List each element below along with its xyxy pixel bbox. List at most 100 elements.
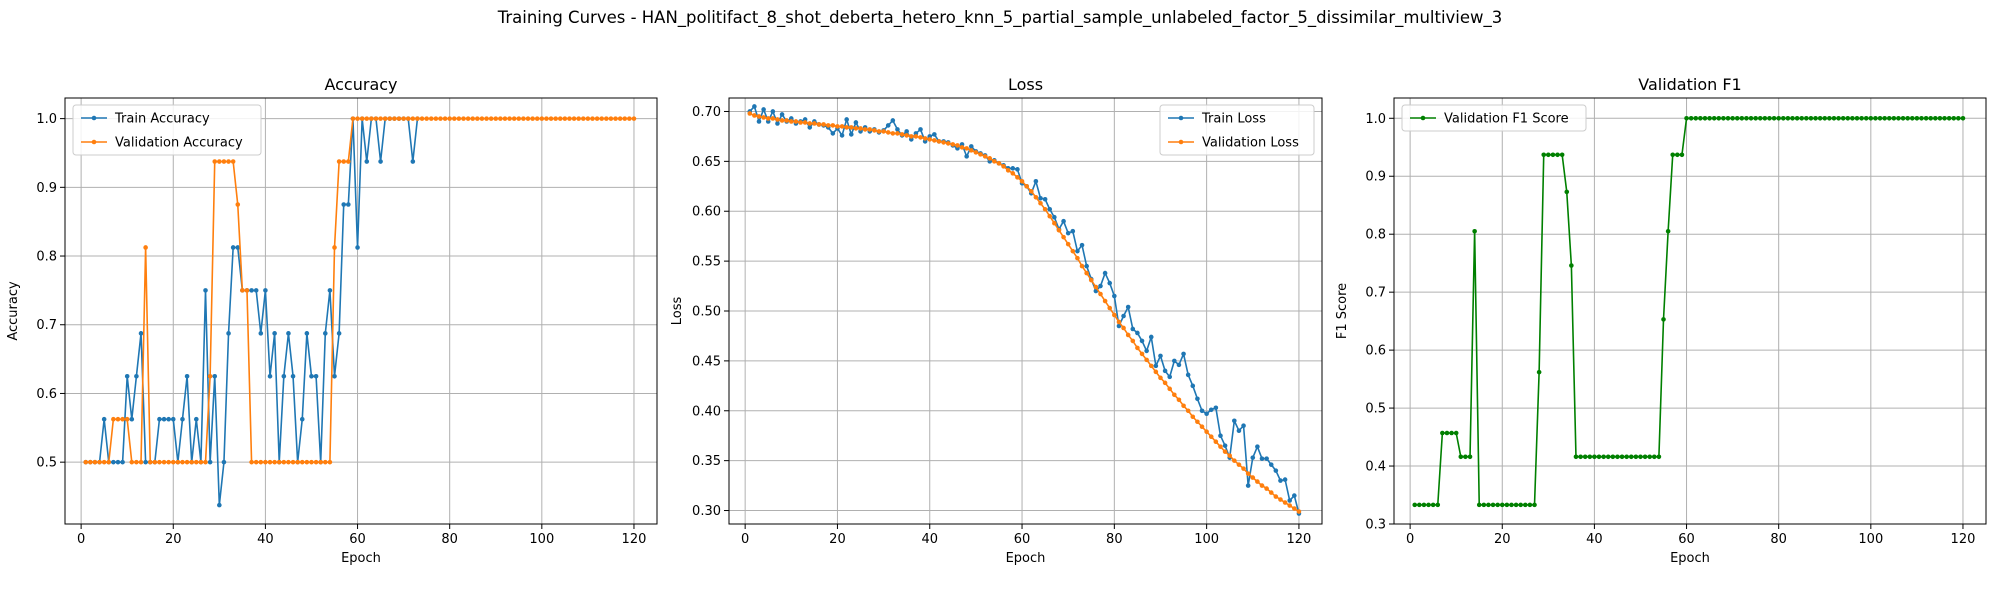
data-point (1679, 152, 1685, 158)
data-point (904, 129, 909, 134)
data-point (788, 119, 794, 124)
data-point (1204, 429, 1209, 435)
data-point (1167, 386, 1173, 392)
data-point (1840, 115, 1846, 121)
data-point (821, 122, 826, 127)
data-point (235, 245, 241, 250)
data-point (428, 116, 434, 121)
data-point (1481, 502, 1487, 508)
data-point (1144, 357, 1149, 363)
data-point (1573, 454, 1579, 460)
data-point (844, 117, 849, 122)
data-point (1541, 152, 1547, 158)
data-point (1287, 498, 1292, 503)
x-axis-label: Epoch (1006, 551, 1046, 566)
data-point (1010, 166, 1016, 171)
data-point (1038, 195, 1043, 201)
y-tick-label: 0.35 (692, 454, 721, 469)
x-tick-label: 60 (349, 532, 366, 547)
data-point (812, 121, 817, 126)
data-point (1213, 405, 1219, 411)
data-point (101, 416, 107, 422)
data-point (378, 159, 383, 164)
data-point (147, 459, 153, 465)
data-point (1863, 115, 1869, 121)
data-point (853, 120, 859, 125)
data-point (1504, 502, 1510, 508)
data-point (1605, 454, 1611, 460)
x-tick-label: 100 (529, 532, 554, 547)
data-point (1693, 115, 1699, 121)
data-point (1845, 115, 1851, 121)
data-point (1098, 283, 1103, 289)
data-point (253, 288, 259, 293)
data-point (392, 116, 397, 121)
y-tick-label: 0.55 (692, 255, 721, 270)
data-point (770, 116, 776, 121)
x-tick-label: 60 (1678, 532, 1695, 547)
data-point (1808, 115, 1814, 121)
data-point (1047, 213, 1053, 219)
data-point (1292, 506, 1297, 511)
data-point (138, 459, 144, 465)
panel-title: Accuracy (324, 75, 397, 94)
data-point (1569, 263, 1574, 268)
data-point (129, 416, 135, 422)
data-point (530, 116, 535, 121)
data-point (1033, 194, 1039, 200)
data-point (853, 126, 859, 131)
data-point (189, 459, 194, 465)
data-point (111, 416, 116, 422)
data-point (1236, 462, 1242, 467)
data-point (111, 459, 116, 465)
data-point (332, 373, 337, 379)
data-point (212, 159, 218, 164)
data-point (1148, 334, 1154, 340)
data-point (286, 331, 291, 336)
data-point (1259, 456, 1265, 461)
data-point (92, 459, 98, 465)
data-point (1670, 152, 1676, 158)
data-point (1734, 115, 1740, 121)
data-point (180, 416, 185, 422)
data-point (488, 116, 494, 121)
data-point (1098, 291, 1103, 297)
x-tick-label: 120 (1951, 532, 1976, 547)
data-point (1426, 502, 1431, 508)
data-point (1417, 502, 1422, 508)
data-point (1486, 502, 1491, 508)
data-point (848, 125, 854, 130)
data-point (899, 132, 905, 137)
data-point (1785, 115, 1791, 121)
data-point (807, 125, 813, 130)
data-point (747, 111, 753, 116)
data-point (1550, 152, 1556, 158)
x-tick-label: 100 (1858, 532, 1883, 547)
data-point (1019, 179, 1025, 184)
data-point (590, 116, 595, 121)
data-point (415, 116, 420, 121)
data-point (1250, 475, 1256, 480)
data-point (1282, 500, 1288, 505)
data-point (299, 459, 305, 465)
data-point (1753, 115, 1758, 121)
data-point (120, 416, 125, 422)
data-point (272, 459, 277, 465)
data-point (784, 118, 789, 123)
data-point (1181, 351, 1186, 357)
data-point (1928, 115, 1934, 121)
data-point (1070, 228, 1076, 234)
data-point (1033, 179, 1039, 184)
data-point (281, 459, 287, 465)
data-point (258, 459, 264, 465)
data-point (1942, 115, 1947, 121)
y-tick-label: 0.30 (692, 504, 721, 519)
data-point (502, 116, 508, 121)
data-point (1702, 115, 1708, 121)
data-point (881, 129, 886, 134)
data-point (1757, 115, 1763, 121)
data-point (1780, 115, 1786, 121)
data-point (304, 459, 310, 465)
legend-marker (91, 115, 97, 121)
data-point (405, 116, 411, 121)
